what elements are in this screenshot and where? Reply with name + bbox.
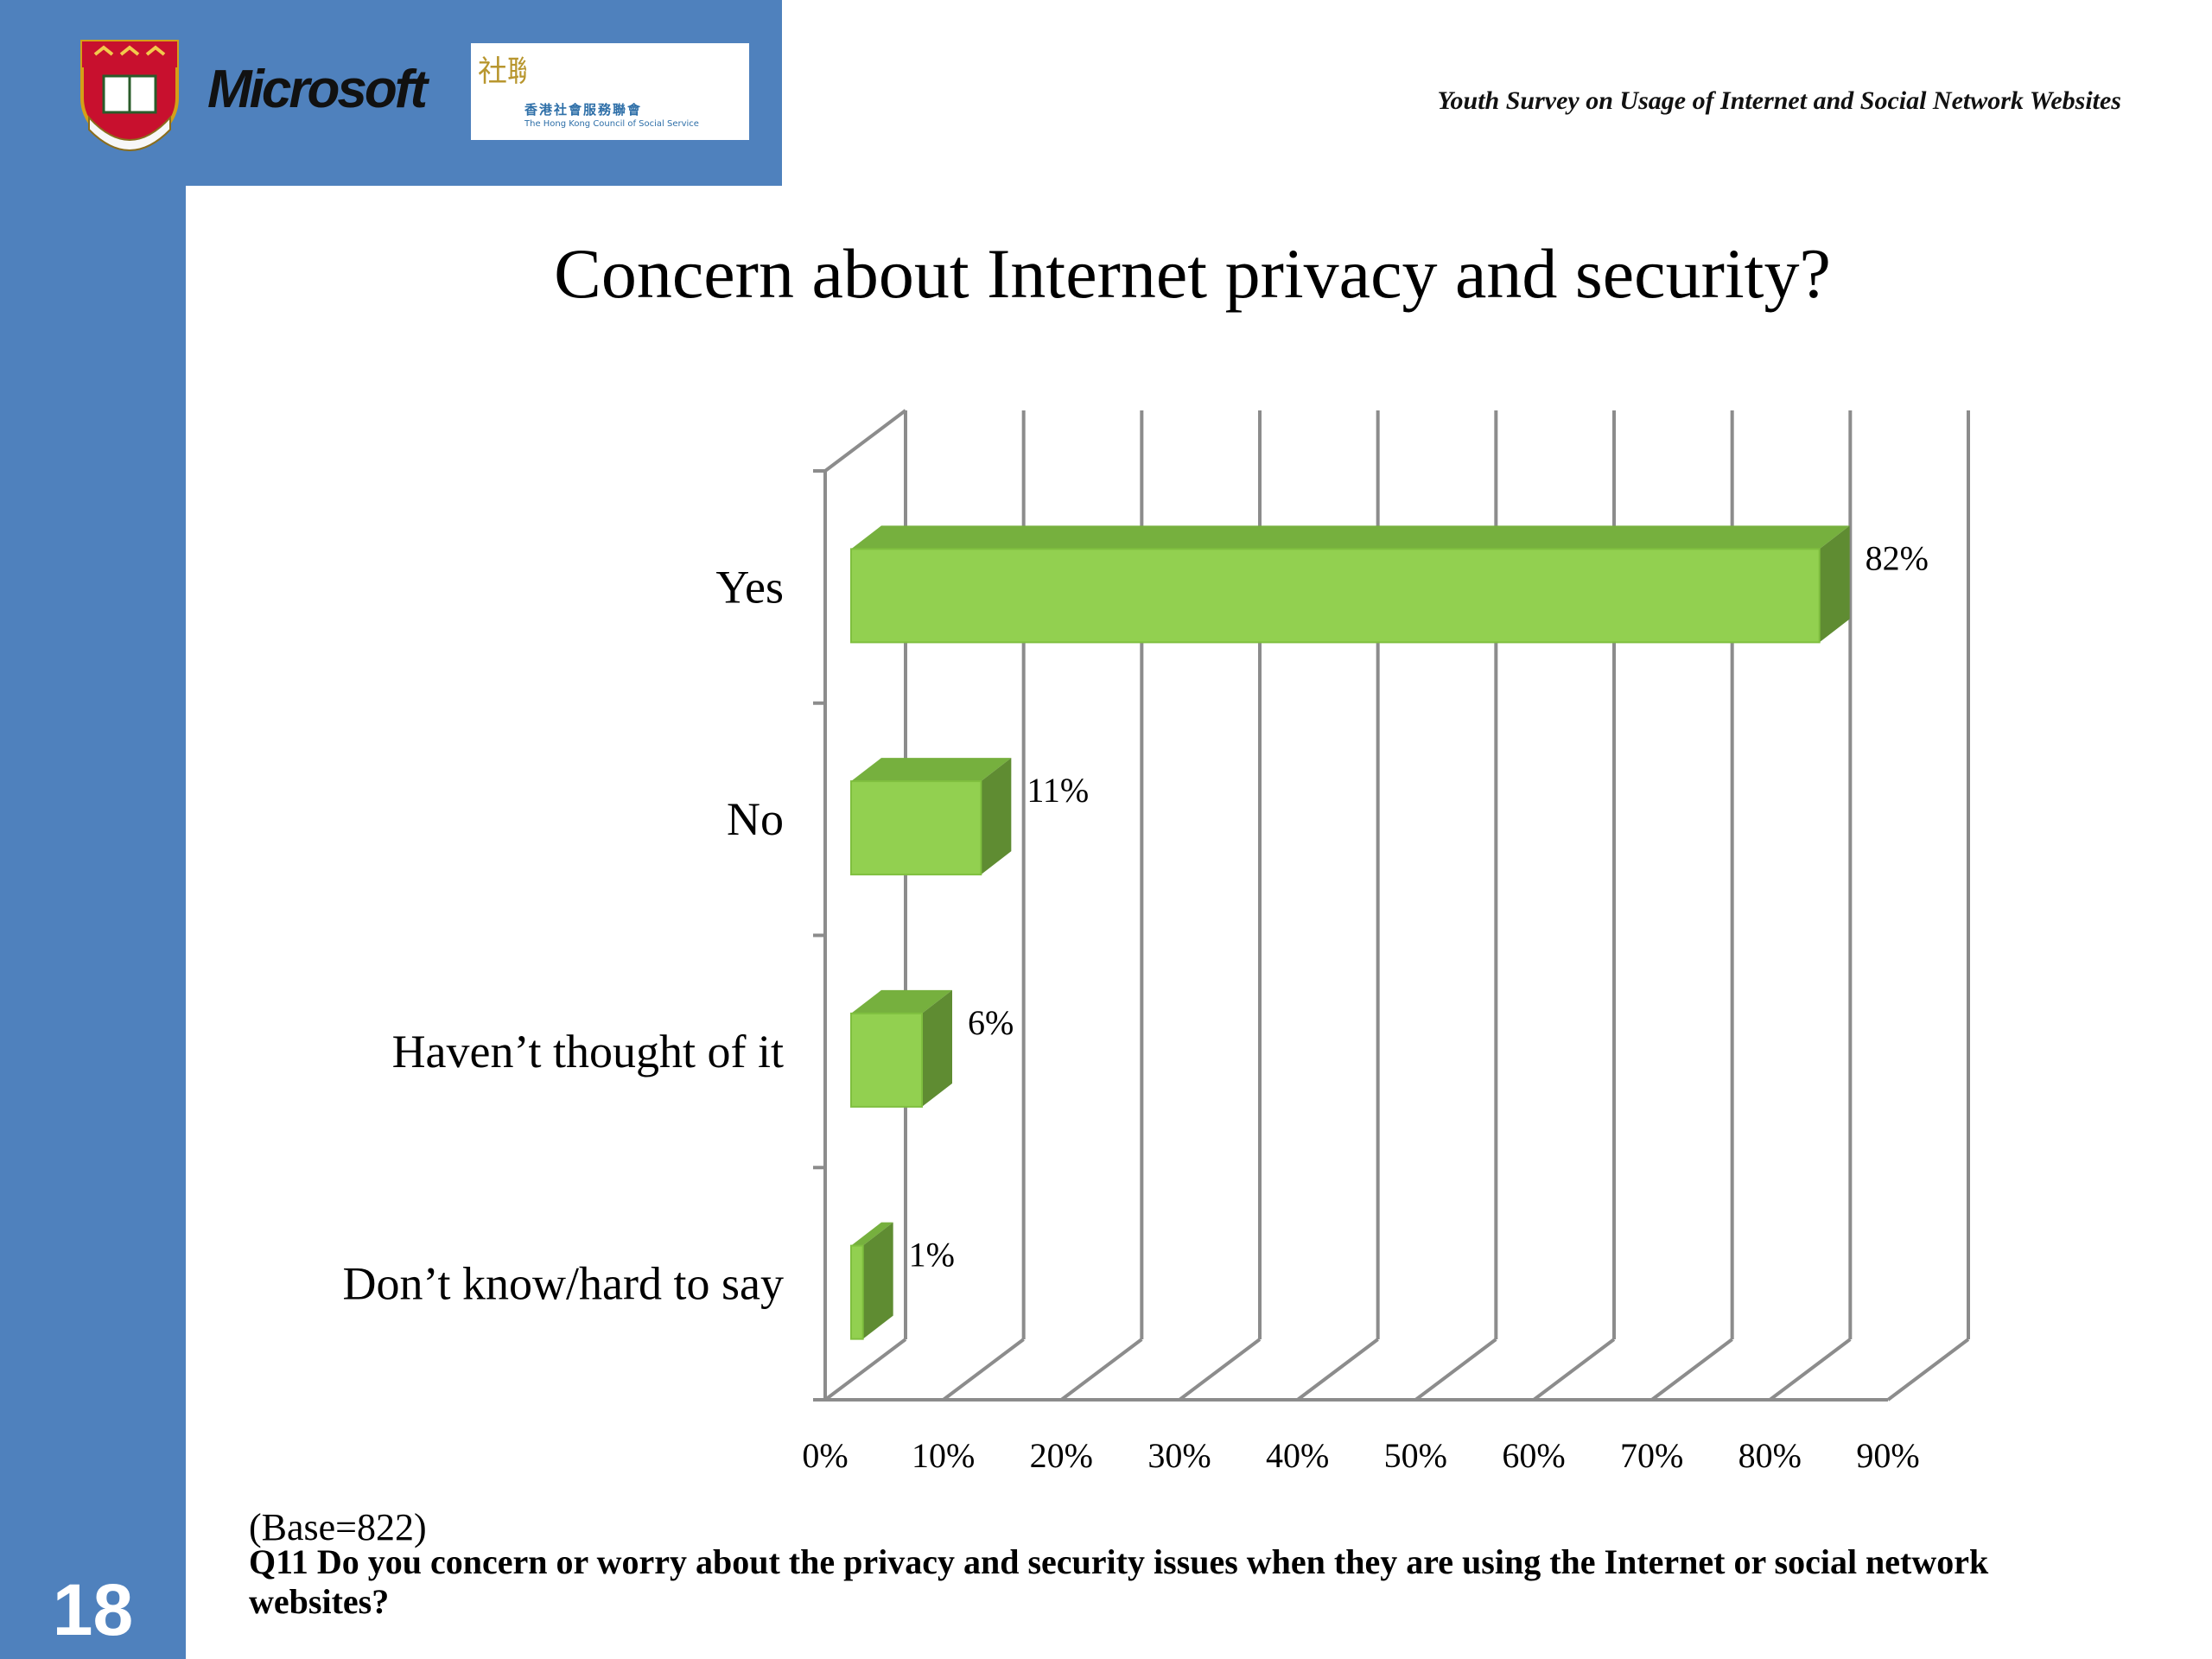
x-tick-label: 90% xyxy=(1856,1436,1919,1475)
x-tick-label: 20% xyxy=(1030,1436,1093,1475)
slide-title: Concern about Internet privacy and secur… xyxy=(554,234,1831,313)
bar xyxy=(850,1012,923,1108)
x-tick-label: 30% xyxy=(1147,1436,1211,1475)
data-label: 11% xyxy=(1027,771,1089,810)
bar-top-face xyxy=(851,1222,893,1246)
side-wall-top xyxy=(823,409,907,473)
data-label: 82% xyxy=(1866,538,1929,577)
floor-gridline xyxy=(1650,1338,1733,1402)
category-label: Yes xyxy=(715,561,784,613)
floor-gridline xyxy=(823,1338,907,1402)
x-tick-label: 10% xyxy=(912,1436,975,1475)
bar-side-face xyxy=(1819,525,1850,643)
floor-gridline xyxy=(1296,1338,1379,1402)
floor-gridline xyxy=(1060,1338,1143,1402)
category-label: Don’t know/hard to say xyxy=(343,1258,784,1310)
data-label: 6% xyxy=(968,1003,1014,1042)
floor-gridline xyxy=(1532,1338,1616,1402)
svg-text:社聯: 社聯 xyxy=(478,54,526,89)
survey-header-title: Youth Survey on Usage of Internet and So… xyxy=(1437,86,2121,115)
data-label: 1% xyxy=(909,1236,955,1274)
survey-question: Q11 Do you concern or worry about the pr… xyxy=(249,1542,1989,1621)
x-tick-label: 60% xyxy=(1502,1436,1565,1475)
bar-side-face xyxy=(862,1222,893,1339)
x-tick-label: 50% xyxy=(1384,1436,1447,1475)
bar-top-face xyxy=(851,989,952,1014)
bar xyxy=(850,548,1821,644)
bar xyxy=(850,1244,864,1340)
hkcss-logo: 社聯 香港社會服務聯會 The Hong Kong Council of Soc… xyxy=(471,43,749,140)
floor-gridline xyxy=(1886,1338,1970,1402)
floor-gridline xyxy=(1769,1338,1852,1402)
bar-side-face xyxy=(981,758,1012,875)
bar xyxy=(850,780,982,876)
category-label: No xyxy=(727,793,784,845)
microsoft-logo: Microsoft xyxy=(207,60,428,119)
x-tick-label: 80% xyxy=(1738,1436,1802,1475)
hkcss-logo-chinese: 香港社會服務聯會 xyxy=(524,102,643,118)
hkcss-logo-english: The Hong Kong Council of Social Service xyxy=(524,119,699,129)
page-number: 18 xyxy=(52,1569,134,1650)
hkcss-mark-icon: 社聯 xyxy=(478,54,526,89)
x-tick-label: 0% xyxy=(802,1436,848,1475)
bar-side-face xyxy=(922,989,952,1107)
base-note: (Base=822) xyxy=(249,1506,427,1548)
bar-top-face xyxy=(851,758,1012,782)
side-band xyxy=(0,0,186,1659)
category-label: Haven’t thought of it xyxy=(392,1026,784,1077)
x-tick-label: 40% xyxy=(1266,1436,1329,1475)
x-tick-label: 70% xyxy=(1620,1436,1683,1475)
bar-top-face xyxy=(851,525,1850,550)
floor-gridline xyxy=(1178,1338,1262,1402)
floor-gridline xyxy=(942,1338,1025,1402)
floor-gridline xyxy=(1414,1338,1497,1402)
university-crest-logo xyxy=(80,40,179,152)
